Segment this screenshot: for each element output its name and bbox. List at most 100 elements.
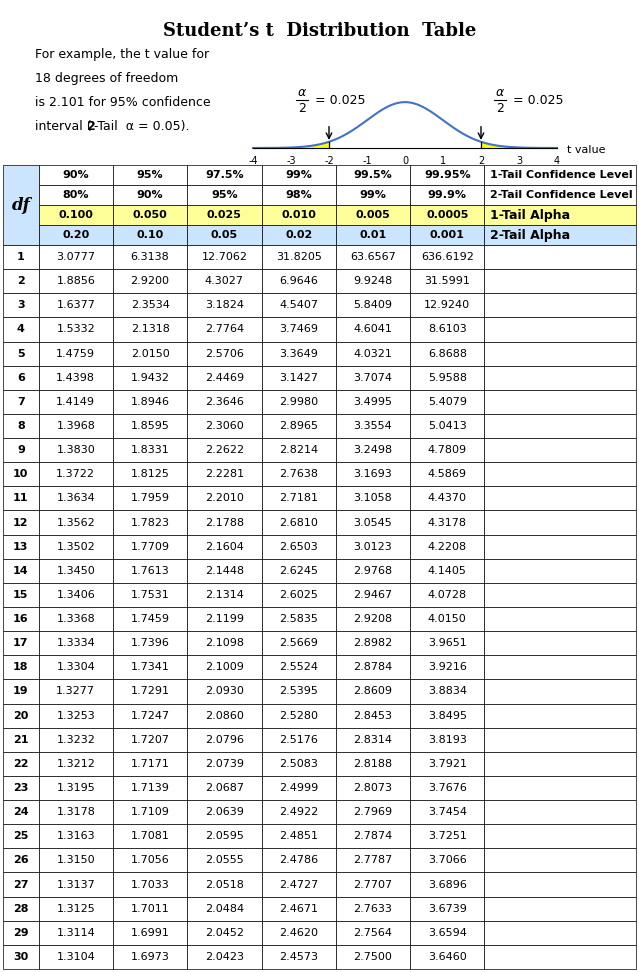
Bar bbox=[113, 704, 187, 728]
Text: For example, the t value for: For example, the t value for bbox=[35, 48, 209, 61]
Text: 2.6503: 2.6503 bbox=[279, 541, 318, 552]
Text: 3.3649: 3.3649 bbox=[279, 349, 318, 359]
Text: = 0.025: = 0.025 bbox=[509, 93, 564, 107]
Bar bbox=[113, 414, 187, 438]
Text: 3.1427: 3.1427 bbox=[279, 372, 318, 383]
Text: 0.05: 0.05 bbox=[211, 230, 238, 240]
Bar bbox=[410, 728, 484, 751]
Text: 99.95%: 99.95% bbox=[424, 170, 470, 180]
Text: 0.050: 0.050 bbox=[133, 210, 167, 220]
Text: 2.5669: 2.5669 bbox=[279, 639, 318, 648]
Text: 7: 7 bbox=[17, 397, 25, 407]
Text: 2.7874: 2.7874 bbox=[353, 831, 392, 842]
Bar bbox=[187, 341, 261, 365]
Bar bbox=[113, 510, 187, 535]
Text: 4.5869: 4.5869 bbox=[427, 469, 466, 479]
Text: 3.0123: 3.0123 bbox=[353, 541, 392, 552]
Bar bbox=[187, 559, 261, 583]
Text: 1.9432: 1.9432 bbox=[130, 372, 169, 383]
Text: 6.8688: 6.8688 bbox=[427, 349, 466, 359]
Bar bbox=[113, 245, 187, 269]
Bar bbox=[39, 583, 113, 607]
Bar bbox=[410, 165, 484, 185]
Bar bbox=[39, 679, 113, 704]
Text: 1.3137: 1.3137 bbox=[56, 880, 95, 889]
Bar bbox=[336, 655, 410, 679]
Text: 2.3060: 2.3060 bbox=[205, 421, 243, 431]
Text: 10: 10 bbox=[13, 469, 29, 479]
Bar bbox=[261, 414, 336, 438]
Bar bbox=[187, 607, 261, 631]
Text: 2.2281: 2.2281 bbox=[205, 469, 244, 479]
Text: 0.01: 0.01 bbox=[359, 230, 387, 240]
Text: 2.8314: 2.8314 bbox=[353, 735, 392, 745]
Bar bbox=[336, 679, 410, 704]
Text: 3.1693: 3.1693 bbox=[353, 469, 392, 479]
Bar bbox=[336, 245, 410, 269]
Bar bbox=[187, 849, 261, 873]
Text: 20: 20 bbox=[13, 711, 29, 720]
Text: 2.4727: 2.4727 bbox=[279, 880, 318, 889]
Bar bbox=[3, 414, 39, 438]
Text: 2.7181: 2.7181 bbox=[279, 494, 318, 503]
Bar bbox=[336, 631, 410, 655]
Bar bbox=[336, 751, 410, 776]
Text: 1.8125: 1.8125 bbox=[130, 469, 169, 479]
Text: 3.0777: 3.0777 bbox=[56, 252, 95, 262]
Bar bbox=[187, 245, 261, 269]
Text: 1.3562: 1.3562 bbox=[56, 517, 95, 528]
Text: 0.20: 0.20 bbox=[62, 230, 89, 240]
Bar bbox=[484, 510, 636, 535]
Text: 4: 4 bbox=[554, 156, 560, 166]
Text: 1.3163: 1.3163 bbox=[56, 831, 95, 842]
Bar bbox=[187, 679, 261, 704]
Bar bbox=[39, 824, 113, 849]
Bar bbox=[410, 294, 484, 318]
Text: 2.4469: 2.4469 bbox=[205, 372, 244, 383]
Bar bbox=[113, 341, 187, 365]
Text: 14: 14 bbox=[13, 566, 29, 575]
Bar bbox=[187, 294, 261, 318]
Bar bbox=[187, 631, 261, 655]
Text: 2.5083: 2.5083 bbox=[279, 759, 318, 769]
Bar bbox=[336, 607, 410, 631]
Text: 2.7707: 2.7707 bbox=[353, 880, 392, 889]
Bar bbox=[410, 631, 484, 655]
Bar bbox=[187, 365, 261, 390]
Text: 23: 23 bbox=[13, 783, 29, 793]
Text: 1.7823: 1.7823 bbox=[130, 517, 169, 528]
Text: 1.4398: 1.4398 bbox=[56, 372, 95, 383]
Bar bbox=[3, 438, 39, 463]
Bar bbox=[3, 631, 39, 655]
Bar bbox=[3, 945, 39, 969]
Text: 6.3138: 6.3138 bbox=[131, 252, 169, 262]
Text: 26: 26 bbox=[13, 855, 29, 865]
Text: 1.7056: 1.7056 bbox=[131, 855, 169, 865]
Bar bbox=[484, 776, 636, 800]
Bar bbox=[261, 583, 336, 607]
Text: -3: -3 bbox=[286, 156, 296, 166]
Bar bbox=[261, 245, 336, 269]
Bar bbox=[410, 390, 484, 414]
Bar bbox=[113, 559, 187, 583]
Bar bbox=[3, 751, 39, 776]
Text: 1.7709: 1.7709 bbox=[130, 541, 169, 552]
Text: 2.3534: 2.3534 bbox=[130, 300, 169, 310]
Text: = 0.025: = 0.025 bbox=[311, 93, 366, 107]
Text: 3.7066: 3.7066 bbox=[428, 855, 466, 865]
Text: 1.3253: 1.3253 bbox=[56, 711, 95, 720]
Bar bbox=[39, 245, 113, 269]
Bar bbox=[3, 510, 39, 535]
Text: 3.8834: 3.8834 bbox=[427, 686, 466, 697]
Bar bbox=[261, 185, 336, 205]
Bar bbox=[3, 269, 39, 294]
Text: 28: 28 bbox=[13, 904, 29, 914]
Text: 1.3304: 1.3304 bbox=[56, 662, 95, 673]
Bar bbox=[484, 920, 636, 945]
Text: 2.1314: 2.1314 bbox=[205, 590, 244, 600]
Bar bbox=[261, 679, 336, 704]
Text: 1.3178: 1.3178 bbox=[56, 807, 95, 817]
Text: 17: 17 bbox=[13, 639, 29, 648]
Text: 2.5176: 2.5176 bbox=[279, 735, 318, 745]
Text: 16: 16 bbox=[13, 614, 29, 624]
